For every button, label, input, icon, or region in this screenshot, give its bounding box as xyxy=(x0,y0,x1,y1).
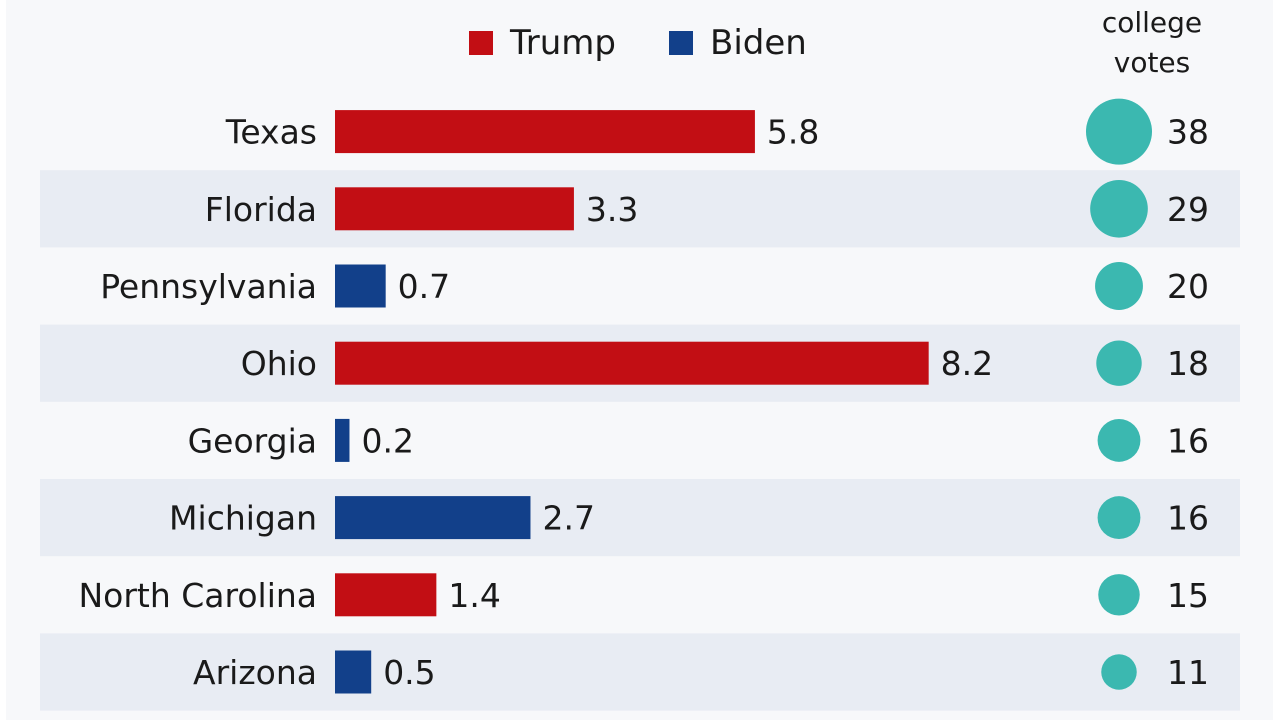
electoral-votes-label: 38 xyxy=(1167,113,1209,152)
electoral-votes-label: 11 xyxy=(1167,653,1209,692)
bar-value-label: 2.7 xyxy=(542,499,594,538)
row-stripe xyxy=(40,633,1240,711)
electoral-votes-label: 16 xyxy=(1167,499,1209,538)
electoral-votes-label: 20 xyxy=(1167,267,1209,306)
bar-value-label: 5.8 xyxy=(767,113,819,152)
category-label: Texas xyxy=(225,113,317,152)
electoral-votes-label: 15 xyxy=(1167,576,1209,615)
bar-value-label: 3.3 xyxy=(586,190,638,229)
bar-value-label: 0.2 xyxy=(361,421,413,460)
bar xyxy=(335,418,350,462)
electoral-votes-label: 16 xyxy=(1167,421,1209,460)
legend: Trump Biden xyxy=(469,23,807,63)
legend-label-trump: Trump xyxy=(509,23,616,63)
bar-value-label: 0.5 xyxy=(383,653,435,692)
electoral-votes-label: 29 xyxy=(1167,190,1209,229)
category-label: Florida xyxy=(205,190,317,229)
legend-swatch-biden xyxy=(669,31,693,55)
electoral-votes-circle xyxy=(1098,574,1140,616)
bar xyxy=(335,264,386,308)
chart-row: Georgia 0.2 16 xyxy=(188,418,1209,462)
category-label: Pennsylvania xyxy=(100,267,317,306)
bar xyxy=(335,496,531,540)
electoral-votes-circle xyxy=(1097,418,1141,462)
chart-row: Ohio 8.2 18 xyxy=(241,340,1209,386)
bar-value-label: 0.7 xyxy=(398,267,450,306)
electoral-votes-header-line-1: college xyxy=(1102,6,1202,39)
row-stripe xyxy=(40,479,1240,557)
bar xyxy=(335,187,574,231)
bar xyxy=(335,341,929,385)
category-label: Arizona xyxy=(193,653,317,692)
category-label: North Carolina xyxy=(78,576,317,615)
chart-row: Pennsylvania 0.7 20 xyxy=(100,262,1209,310)
electoral-votes-circle xyxy=(1097,496,1141,540)
electoral-votes-header-line-2: votes xyxy=(1114,46,1191,79)
chart-row: Florida 3.3 29 xyxy=(205,179,1209,238)
category-label: Michigan xyxy=(169,499,317,538)
row-stripe xyxy=(40,170,1240,248)
bar xyxy=(335,650,372,694)
category-label: Georgia xyxy=(188,421,317,460)
category-label: Ohio xyxy=(241,344,317,383)
chart-row: Michigan 2.7 16 xyxy=(169,496,1209,540)
chart-row: Texas 5.8 38 xyxy=(225,98,1209,165)
row-stripes xyxy=(40,170,1240,711)
legend-label-biden: Biden xyxy=(710,23,807,63)
electoral-votes-label: 18 xyxy=(1167,344,1209,383)
electoral-votes-header: college votes xyxy=(1102,6,1202,79)
electoral-votes-circle xyxy=(1096,340,1142,386)
electoral-votes-circle xyxy=(1095,262,1143,310)
electoral-votes-circle xyxy=(1086,98,1152,165)
chart-rows: Texas 5.8 38 Florida 3.3 29 Pennsylvania 0.7 20 O… xyxy=(78,98,1209,694)
bar xyxy=(335,110,755,154)
bar-value-label: 1.4 xyxy=(448,576,500,615)
chart-row: Arizona 0.5 11 xyxy=(193,650,1209,694)
chart-row: North Carolina 1.4 15 xyxy=(78,573,1209,617)
electoral-votes-circle xyxy=(1101,654,1137,690)
legend-swatch-trump xyxy=(469,31,493,55)
bar-value-label: 8.2 xyxy=(941,344,993,383)
bar xyxy=(335,573,437,617)
electoral-votes-circle xyxy=(1090,179,1148,238)
